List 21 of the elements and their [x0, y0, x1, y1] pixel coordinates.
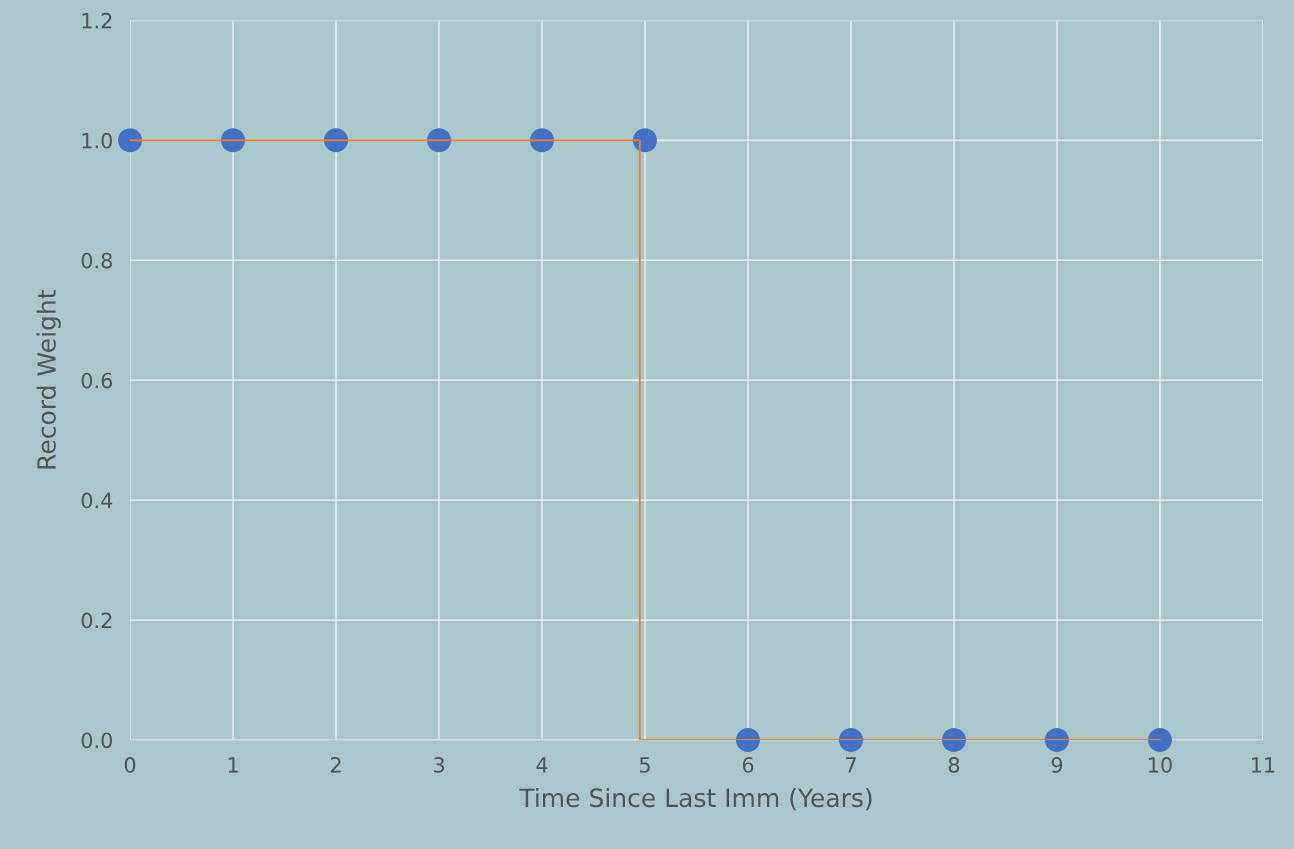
x-tick-label: 4 [536, 757, 548, 773]
y-axis-title: Record Weight [36, 290, 61, 469]
x-tick-label: 7 [846, 757, 856, 773]
x-tick-label: 0 [124, 757, 136, 773]
x-tick-label: 11 [1251, 757, 1275, 773]
x-tick-label: 9 [1051, 757, 1063, 773]
y-tick-label: 0.6 [81, 372, 113, 389]
x-tick-label: 1 [228, 757, 238, 773]
y-tick-label: 0.8 [81, 252, 112, 269]
x-axis-title: Time Since Last Imm (Years) [519, 787, 872, 811]
y-tick-label: 0.0 [81, 732, 112, 749]
y-tick-label: 1.2 [82, 12, 112, 29]
y-tick-label: 0.2 [81, 612, 112, 629]
y-tick-label: 0.4 [81, 492, 113, 509]
y-tick-label: 1.0 [82, 132, 112, 149]
x-tick-label: 3 [433, 757, 444, 773]
x-tick-label: 2 [330, 757, 341, 773]
x-tick-label: 10 [1148, 757, 1172, 773]
x-tick-label: 8 [948, 757, 960, 773]
x-tick-label: 5 [639, 757, 650, 773]
x-tick-label: 6 [742, 757, 754, 773]
